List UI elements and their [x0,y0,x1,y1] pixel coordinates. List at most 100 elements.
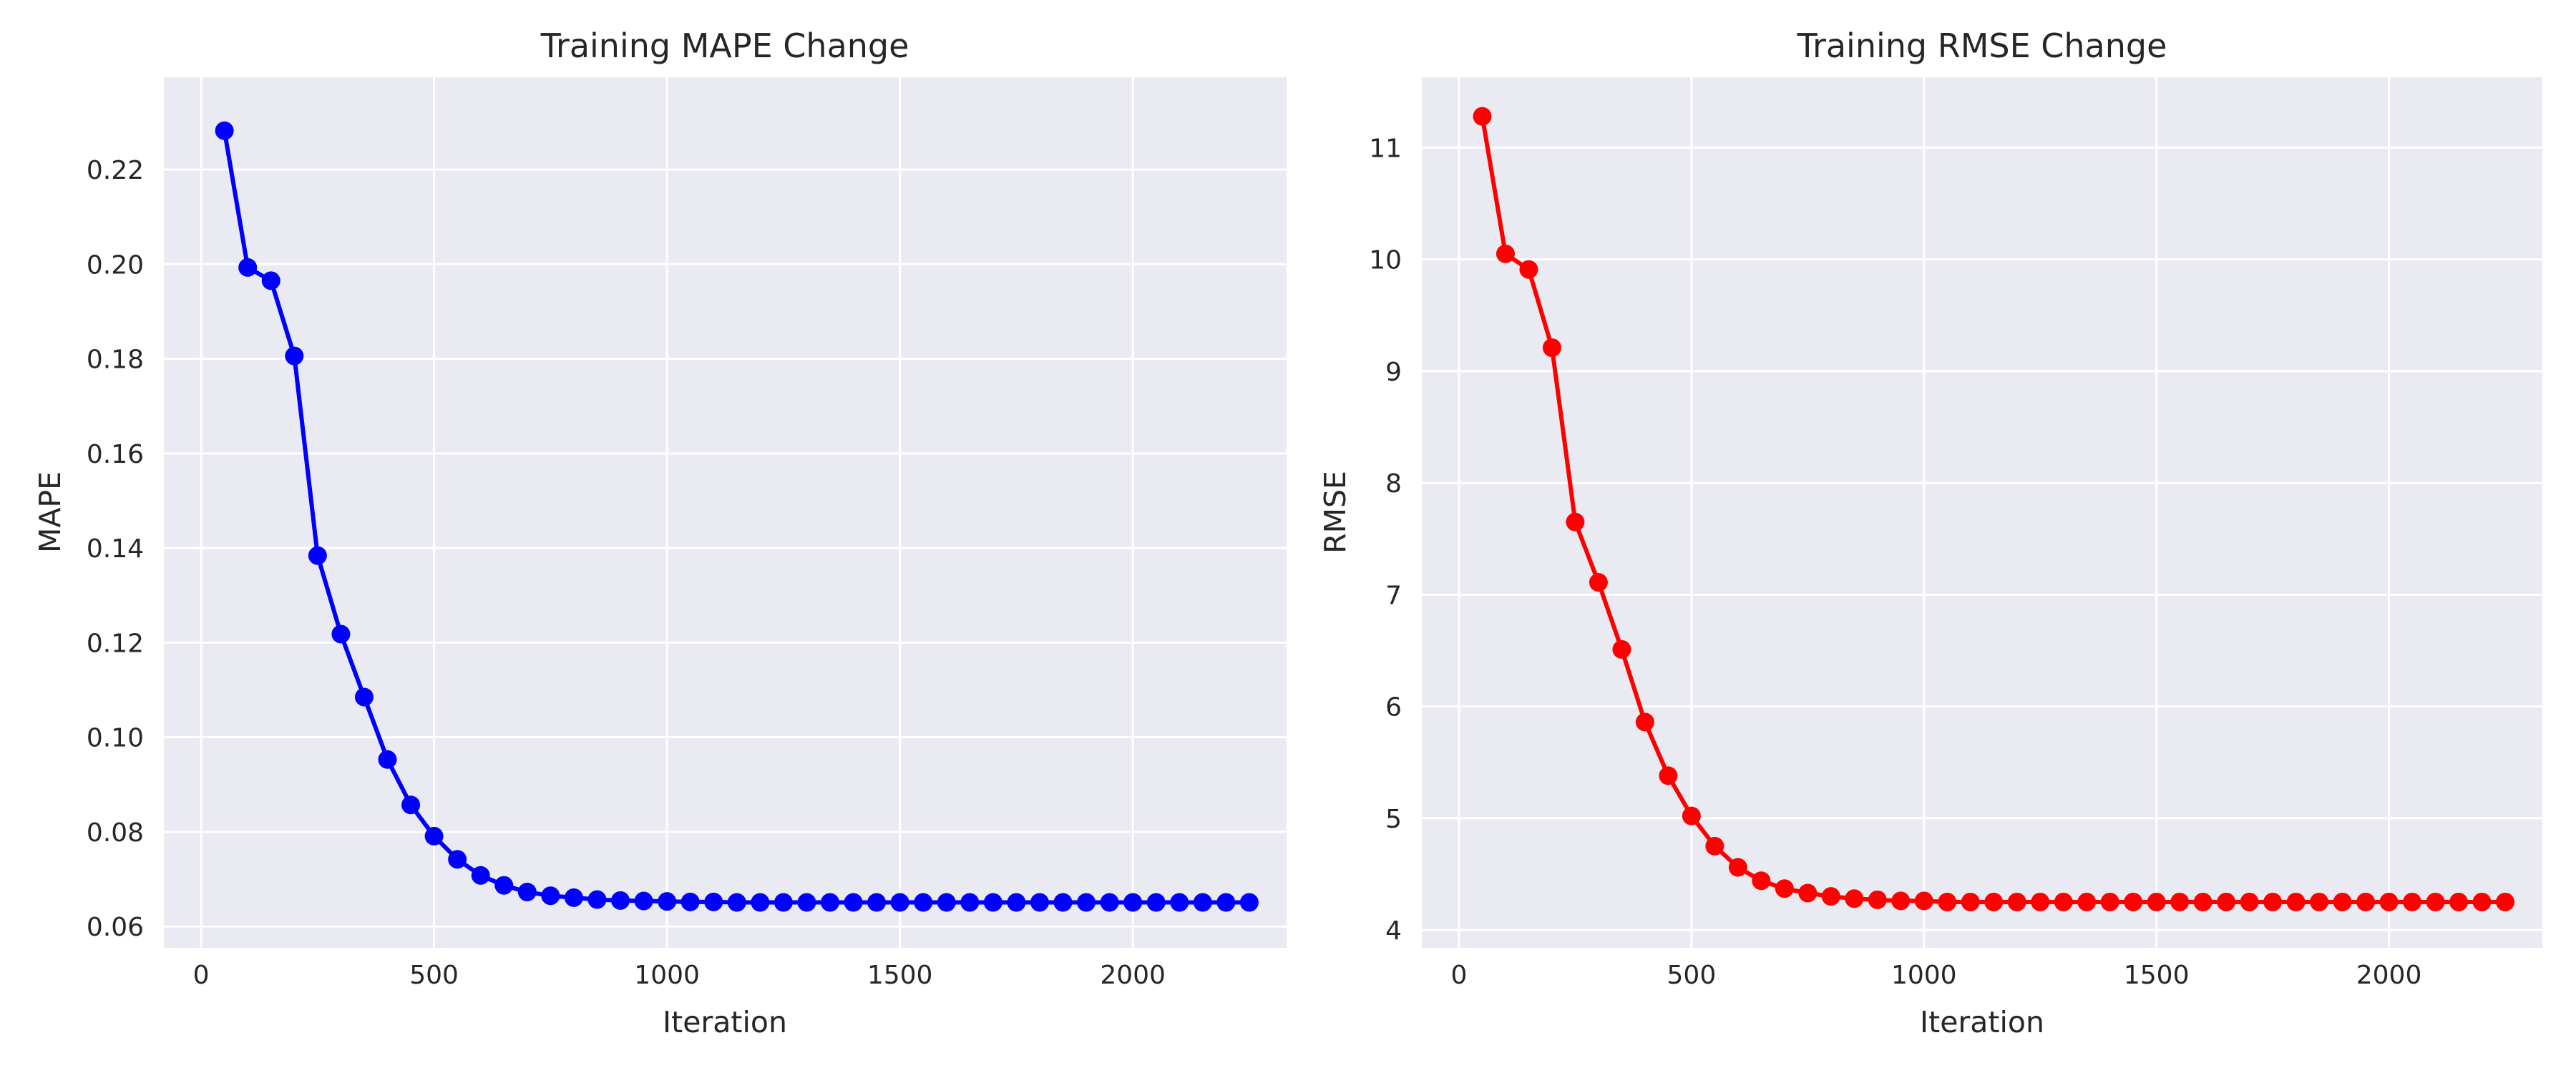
data-point [2124,892,2143,911]
plot-area [1422,77,2542,948]
data-point [611,891,630,910]
data-point [751,893,770,912]
data-point [1216,893,1236,912]
data-point [2100,892,2119,911]
data-point [1659,766,1678,785]
data-point [634,891,653,911]
data-point [1146,893,1166,912]
data-point [401,795,421,815]
x-tick-label: 0 [1451,961,1468,990]
x-tick-label: 1000 [634,961,700,990]
data-point [1519,260,1538,279]
y-tick-label: 0.18 [87,346,144,375]
y-tick-label: 0.14 [87,534,144,564]
data-point [1798,883,1818,903]
x-tick-label: 2000 [2356,961,2422,990]
data-point [2379,892,2399,911]
data-point [2240,892,2259,911]
data-point [1542,338,1561,358]
y-axis-label: MAPE [33,471,67,553]
data-point [2449,892,2469,911]
data-point [797,893,816,912]
y-tick-label: 5 [1385,805,1402,834]
data-point [2333,892,2352,911]
data-point [1100,893,1119,912]
y-tick-label: 4 [1385,916,1402,946]
data-point [1938,892,1957,911]
data-point [1123,893,1143,912]
y-tick-label: 8 [1385,469,1402,499]
data-point [2007,892,2026,911]
data-point [727,893,746,912]
data-point [2286,892,2306,911]
x-axis-label: Iteration [663,1005,787,1039]
data-point [564,888,583,907]
data-point [1612,640,1631,659]
data-point [1193,893,1212,912]
data-point [1496,244,1515,263]
data-point [1473,107,1492,126]
x-tick-label: 500 [409,961,459,990]
data-point [1891,891,1911,911]
data-point [2403,892,2422,911]
x-tick-label: 500 [1667,961,1717,990]
data-point [285,346,304,366]
data-point [308,546,327,565]
rmse-chart: Training RMSE Change Iteration RMSE 0 500… [1318,26,2542,1039]
data-point [541,886,560,906]
y-tick-label: 6 [1385,693,1402,722]
data-point [1077,893,1096,912]
data-point [937,893,956,912]
data-point [354,687,374,707]
gridlines [1422,77,2542,948]
data-point [1053,893,1073,912]
data-point [914,893,933,912]
data-point [680,892,700,911]
gridlines [164,77,1287,948]
data-point [1239,893,1259,912]
y-tick-label: 11 [1369,134,1402,163]
data-point [378,750,397,769]
data-point [2077,892,2097,911]
y-tick-label: 10 [1369,246,1402,275]
y-tick-label: 0.12 [87,629,144,658]
data-point [517,882,537,901]
y-tick-label: 0.22 [87,156,144,185]
data-point [820,893,839,912]
y-tick-label: 0.08 [87,818,144,848]
data-point [1845,889,1864,908]
x-tick-label: 1000 [1891,961,1957,990]
data-point [1821,887,1840,906]
data-point [1752,871,1771,891]
data-point [1961,892,1980,911]
data-point [2496,892,2515,911]
data-point [2170,892,2190,911]
data-point [494,876,514,895]
data-point [983,893,1002,912]
data-point [774,893,793,912]
data-point [890,893,909,912]
y-tick-label: 0.10 [87,724,144,753]
data-point [1682,806,1701,825]
y-tick-label: 0.16 [87,440,144,469]
data-point [704,892,723,911]
data-point [867,893,887,912]
data-point [2263,892,2283,911]
data-point [471,866,490,885]
data-point [2031,892,2050,911]
data-point [424,826,444,846]
data-point [2054,892,2073,911]
data-point [2310,892,2329,911]
data-point [2217,892,2236,911]
x-tick-label: 1500 [2124,961,2190,990]
data-point [1775,879,1794,898]
y-axis-label: RMSE [1318,471,1352,554]
data-point [2147,892,2166,911]
y-tick-label: 0.06 [87,913,144,942]
data-point [2193,892,2212,911]
data-point [1705,836,1724,856]
data-point [1589,573,1608,592]
data-point [448,850,467,869]
data-point [215,121,234,140]
